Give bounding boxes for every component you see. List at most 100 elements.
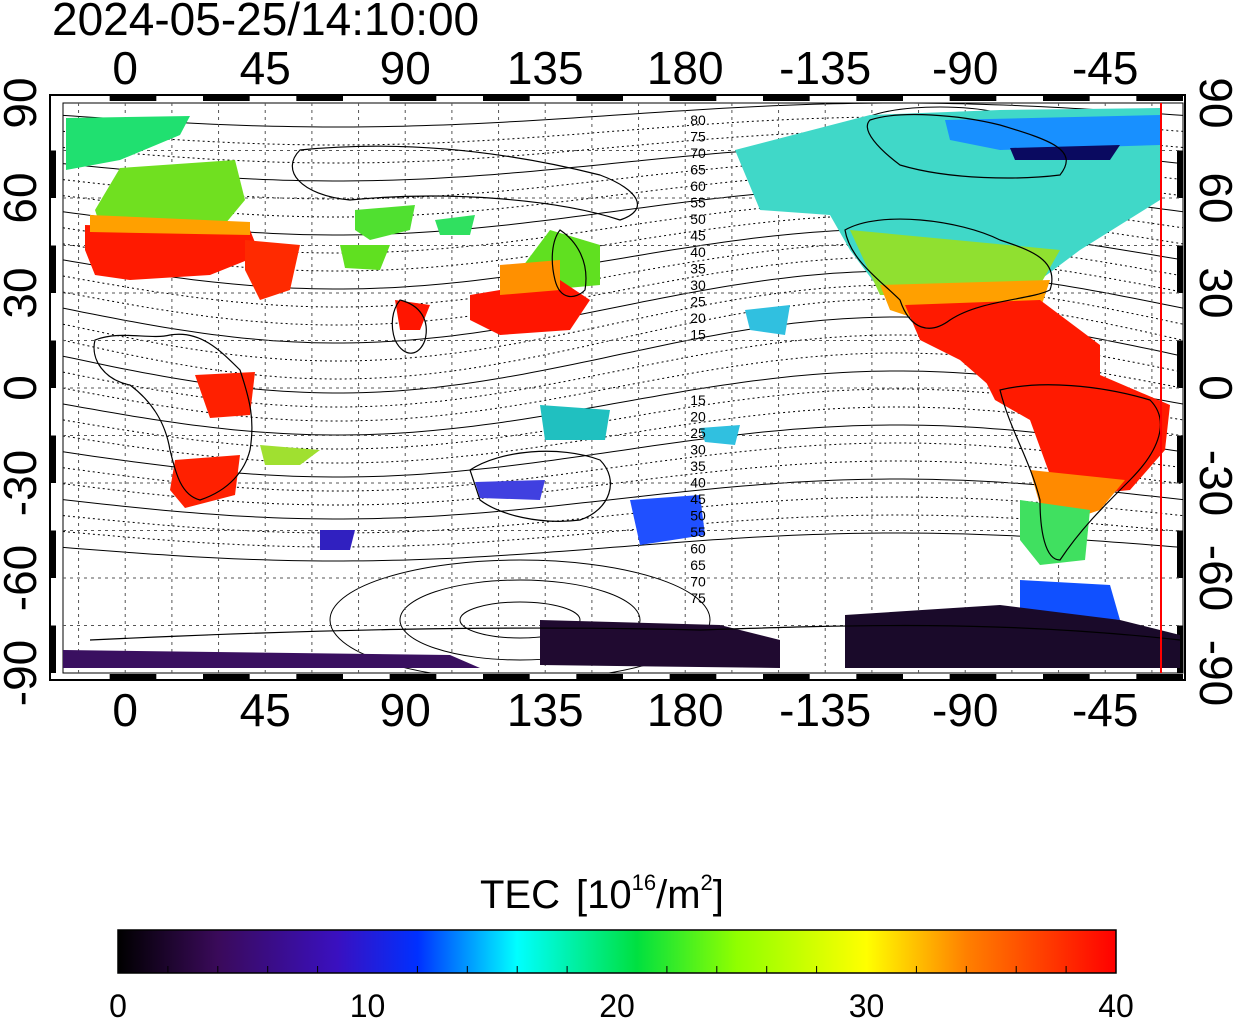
colorbar: TEC [1016/m2] 0 10 20 30 40	[109, 870, 1134, 1021]
top-lon-label: -135	[779, 42, 871, 94]
frame-tick-left	[50, 340, 56, 388]
bottom-lon-label: -135	[779, 684, 871, 736]
top-lon-label: 90	[380, 42, 431, 94]
left-lat-label: 0	[0, 375, 46, 401]
contour-label: 65	[690, 557, 706, 573]
frame-tick-left	[50, 150, 56, 198]
frame-tick-right	[1177, 530, 1183, 578]
contour-line	[63, 478, 1183, 520]
tec-patch-australia-west	[475, 480, 545, 500]
colorbar-tick-label: 40	[1098, 988, 1134, 1021]
frame-tick-top	[576, 95, 623, 101]
tec-patch-south-indian	[320, 530, 355, 550]
frame-tick-top	[203, 95, 250, 101]
frame-tick-bottom	[1136, 674, 1183, 680]
tec-patch-antarctica-east	[845, 605, 1180, 668]
tec-patch-northern-europe	[95, 160, 245, 232]
coast-india	[391, 299, 427, 354]
left-lat-label: 60	[0, 172, 46, 223]
coast-south-america	[999, 384, 1161, 561]
contour-label: 30	[690, 442, 706, 458]
tec-patch-india	[395, 300, 430, 330]
left-lat-label: 90	[0, 77, 46, 128]
contour-label: 55	[690, 195, 706, 211]
colorbar-tick-label: 20	[599, 988, 635, 1021]
frame-tick-top	[763, 95, 810, 101]
colorbar-ticks: 0 10 20 30 40	[109, 966, 1134, 1021]
bottom-lon-label: -45	[1072, 684, 1138, 736]
frame-tick-left	[50, 625, 56, 673]
frame-tick-top	[296, 95, 343, 101]
tec-patch-pacific-south	[700, 425, 740, 445]
bottom-lon-label: 0	[112, 684, 138, 736]
contour-label: 20	[690, 409, 706, 425]
contour-label: 35	[690, 458, 706, 474]
contour-line	[63, 532, 1183, 562]
tec-patch-central-africa	[195, 372, 255, 418]
tec-patch-arctic-canada	[945, 115, 1160, 150]
colorbar-tick-label: 10	[350, 988, 386, 1021]
contour-label: 25	[690, 294, 706, 310]
right-lat-label: -30	[1190, 450, 1235, 516]
contour-label: 15	[690, 392, 706, 408]
contour-label: 35	[690, 261, 706, 277]
tec-patch-antarctic-peninsula	[1020, 580, 1120, 620]
coast-arctic-canada	[866, 113, 1067, 179]
tec-patch-asia-2	[340, 245, 390, 270]
timestamp-title: 2024-05-25/14:10:00	[52, 0, 479, 45]
frame-tick-bottom	[203, 674, 250, 680]
contour-label: 40	[690, 244, 706, 260]
frame-tick-right	[1177, 150, 1183, 198]
tec-patch-antarctica-pacific	[540, 620, 780, 668]
contour-ellipse	[459, 601, 581, 639]
tec-patch-australia-north	[540, 405, 610, 440]
coast-australia	[469, 450, 611, 522]
left-latitude-labels: 90 60 30 0 -30 -60 -90	[0, 77, 46, 706]
right-lat-label: 60	[1190, 172, 1235, 223]
left-lat-label: -30	[0, 450, 46, 516]
frame-tick-top	[856, 95, 903, 101]
right-lat-label: 0	[1190, 375, 1235, 401]
tec-patch-patagonia	[1020, 500, 1090, 565]
contour-label: 60	[690, 541, 706, 557]
tec-patch-antarctica-west	[63, 650, 480, 668]
frame-tick-left	[50, 245, 56, 293]
tec-patch-madagascar	[260, 445, 320, 465]
contour-line	[63, 116, 1183, 146]
frame-tick-bottom	[763, 674, 810, 680]
frame-tick-bottom	[949, 674, 997, 680]
top-lon-label: 180	[647, 42, 724, 94]
contour-label: 30	[690, 277, 706, 293]
contour-label: 70	[690, 145, 706, 161]
tec-patch-new-zealand	[630, 495, 705, 545]
contour-label: 55	[690, 524, 706, 540]
tec-patch-southern-europe	[85, 225, 260, 280]
right-lat-label: -90	[1190, 640, 1235, 706]
contour-label: 45	[690, 228, 706, 244]
contour-label: 75	[690, 129, 706, 145]
frame-tick-top	[669, 95, 717, 101]
frame-tick-top	[389, 95, 437, 101]
colorbar-title: TEC [1016/m2]	[480, 870, 724, 917]
contour-line	[63, 284, 1183, 362]
left-lat-label: -60	[0, 545, 46, 611]
contour-label: 70	[690, 574, 706, 590]
coast-japan	[551, 229, 587, 298]
contour-label: 40	[690, 475, 706, 491]
tec-patch-southern-africa	[170, 455, 240, 508]
tec-patch-east-china	[500, 260, 560, 295]
frame-tick-top	[109, 95, 157, 101]
bottom-lon-label: 180	[647, 684, 724, 736]
frame-tick-bottom	[483, 674, 530, 680]
tec-patch-arctic-dark	[1010, 145, 1120, 160]
frame-tick-bottom	[576, 674, 623, 680]
top-lon-label: 45	[240, 42, 291, 94]
top-lon-label: 135	[507, 42, 584, 94]
frame-tick-bottom	[669, 674, 717, 680]
right-lat-label: -60	[1190, 545, 1235, 611]
left-lat-label: -90	[0, 640, 46, 706]
tec-patch-central-america	[905, 300, 1100, 400]
contour-label: 45	[690, 491, 706, 507]
